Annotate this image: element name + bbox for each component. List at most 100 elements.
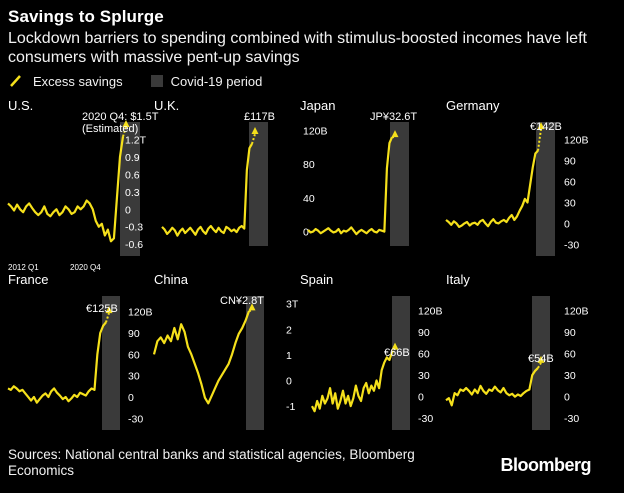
y-tick-label: 60 [564,349,576,361]
chart-france: -30 0 30 60 90 120B €125B [7,296,153,430]
estimate-dotted-line [537,362,542,369]
source-note: Sources: National central banks and stat… [8,447,415,478]
panel-title-china: China [154,272,188,287]
covid-period-legend-swatch [150,75,163,87]
y-tick-label: -30 [564,413,579,425]
value-annotation: 2020 Q4: $1.5T [82,111,159,123]
y-tick-label: 1.2T [125,134,147,146]
y-tick-label: 120B [564,134,589,146]
bloomberg-logo: Bloomberg [500,455,591,475]
panel-uk: U.K. £117B [154,98,304,278]
y-tick-label: 60 [128,349,140,361]
value-annotation: €142B [530,121,562,133]
y-tick-label: 90 [564,155,576,167]
estimate-arrowhead [391,130,399,138]
y-tick-label: 0.9 [125,152,140,164]
chart-china: CN¥2.8T [152,295,264,430]
excess-savings-line [152,310,251,405]
estimate-arrowhead [122,120,130,127]
y-tick-label: 120B [564,305,589,317]
y-tick-label: 40 [303,193,315,205]
chart-germany: -30 0 30 60 90 120B€142B [445,121,589,256]
y-tick-label: 0 [125,204,131,216]
panel-title-spain: Spain [300,272,334,287]
covid-period-band [102,296,120,430]
covid-period-band [249,122,268,246]
x-tick-label: 2020 Q4 [70,263,101,272]
y-tick-label: 1 [286,350,292,362]
covid-period-band [246,296,264,430]
estimate-arrowhead [537,355,545,363]
value-annotation: (Estimated) [82,123,138,135]
estimate-dotted-line [105,312,110,323]
estimate-dotted-line [251,133,256,145]
panel-title-us: U.S. [8,98,34,113]
chart-uk: £117B [161,111,275,246]
excess-savings-line [307,136,394,236]
covid-period-band [390,122,409,246]
estimate-dotted-line [122,126,127,137]
estimate-arrowhead [391,342,399,350]
excess-savings-line [311,351,394,413]
value-annotation: £117B [244,111,275,123]
value-annotation: CN¥2.8T [220,295,264,307]
y2-tick-label: 120B [418,305,443,317]
y2-tick-label: 30 [418,370,430,382]
chart-italy: -30 0 30 60 90 120B €54B [445,296,589,430]
panel-title-france: France [8,272,49,287]
y-tick-label: 0.3 [125,187,140,199]
y-tick-label: 0 [128,392,134,404]
panel-japan: Japan 0 40 80 120B JP¥32.6T [300,98,450,278]
panel-title-uk: U.K. [154,98,180,113]
excess-savings-line [7,136,125,243]
estimate-arrowhead [537,122,545,130]
y-tick-label: 60 [564,176,576,188]
y-tick-label: 120B [128,307,153,319]
legend-covid-period: Covid-19 period [170,73,263,89]
y2-tick-label: 60 [418,349,430,361]
y-tick-label: 3T [286,299,299,311]
y2-tick-label: -30 [418,413,433,425]
panel-title-italy: Italy [446,272,470,287]
y-tick-label: 30 [564,197,576,209]
y-tick-label: 0 [303,227,309,239]
panel-china: China CN¥2.8T [152,272,304,452]
panel-title-germany: Germany [446,98,500,113]
panel-us: U.S. -0.6 -0.3 0 0.3 0.6 0.9 1.2T 2020 Q4: $1.5… [7,98,159,278]
covid-period-band [120,122,140,256]
panel-italy: Italy -30 0 30 60 90 120B €54B [445,272,596,452]
y-tick-label: -30 [128,413,143,425]
chart-us: -0.6 -0.3 0 0.3 0.6 0.9 1.2T 2020 Q4: $1.5T(Est… [7,111,159,272]
chart-japan: 0 40 80 120B JP¥32.6T [303,111,417,246]
y-tick-label: 0 [564,392,570,404]
legend: Excess savings Covid-19 period [8,73,262,89]
y2-tick-label: 0 [418,392,424,404]
covid-period-band [392,296,410,430]
y-tick-label: -0.3 [125,222,143,234]
panel-spain: Spain -1 0 1 2 3T -30 0 30 60 90 120B €66B [286,272,450,452]
legend-excess-savings: Excess savings [33,73,123,89]
y-tick-label: 120B [303,125,328,137]
panel-title-japan: Japan [300,98,336,113]
estimate-arrowhead [105,306,113,314]
y-tick-label: 90 [128,328,140,340]
y-tick-label: -0.6 [125,239,143,251]
y-tick-label: 0 [564,218,570,230]
y-tick-label: 80 [303,159,315,171]
excess-savings-line [7,321,107,404]
excess-savings-line [161,143,253,237]
y-tick-label: 0 [286,375,292,387]
value-annotation: €54B [528,353,554,365]
y-tick-label: -30 [564,239,579,251]
y-tick-label: 2 [286,324,292,336]
chart-title: Savings to Splurge [8,7,164,26]
value-annotation: JP¥32.6T [370,111,417,123]
y-tick-label: 90 [564,327,576,339]
y-tick-label: 30 [564,370,576,382]
panel-germany: Germany -30 0 30 60 90 120B €142B [445,98,596,278]
y-tick-label: 0.6 [125,169,140,181]
excess-savings-line [445,367,539,407]
chart-spain: -1 0 1 2 3T -30 0 30 60 90 120B €66B [286,296,443,430]
x-tick-label: 2012 Q1 [8,263,39,272]
estimate-dotted-line [248,309,253,313]
